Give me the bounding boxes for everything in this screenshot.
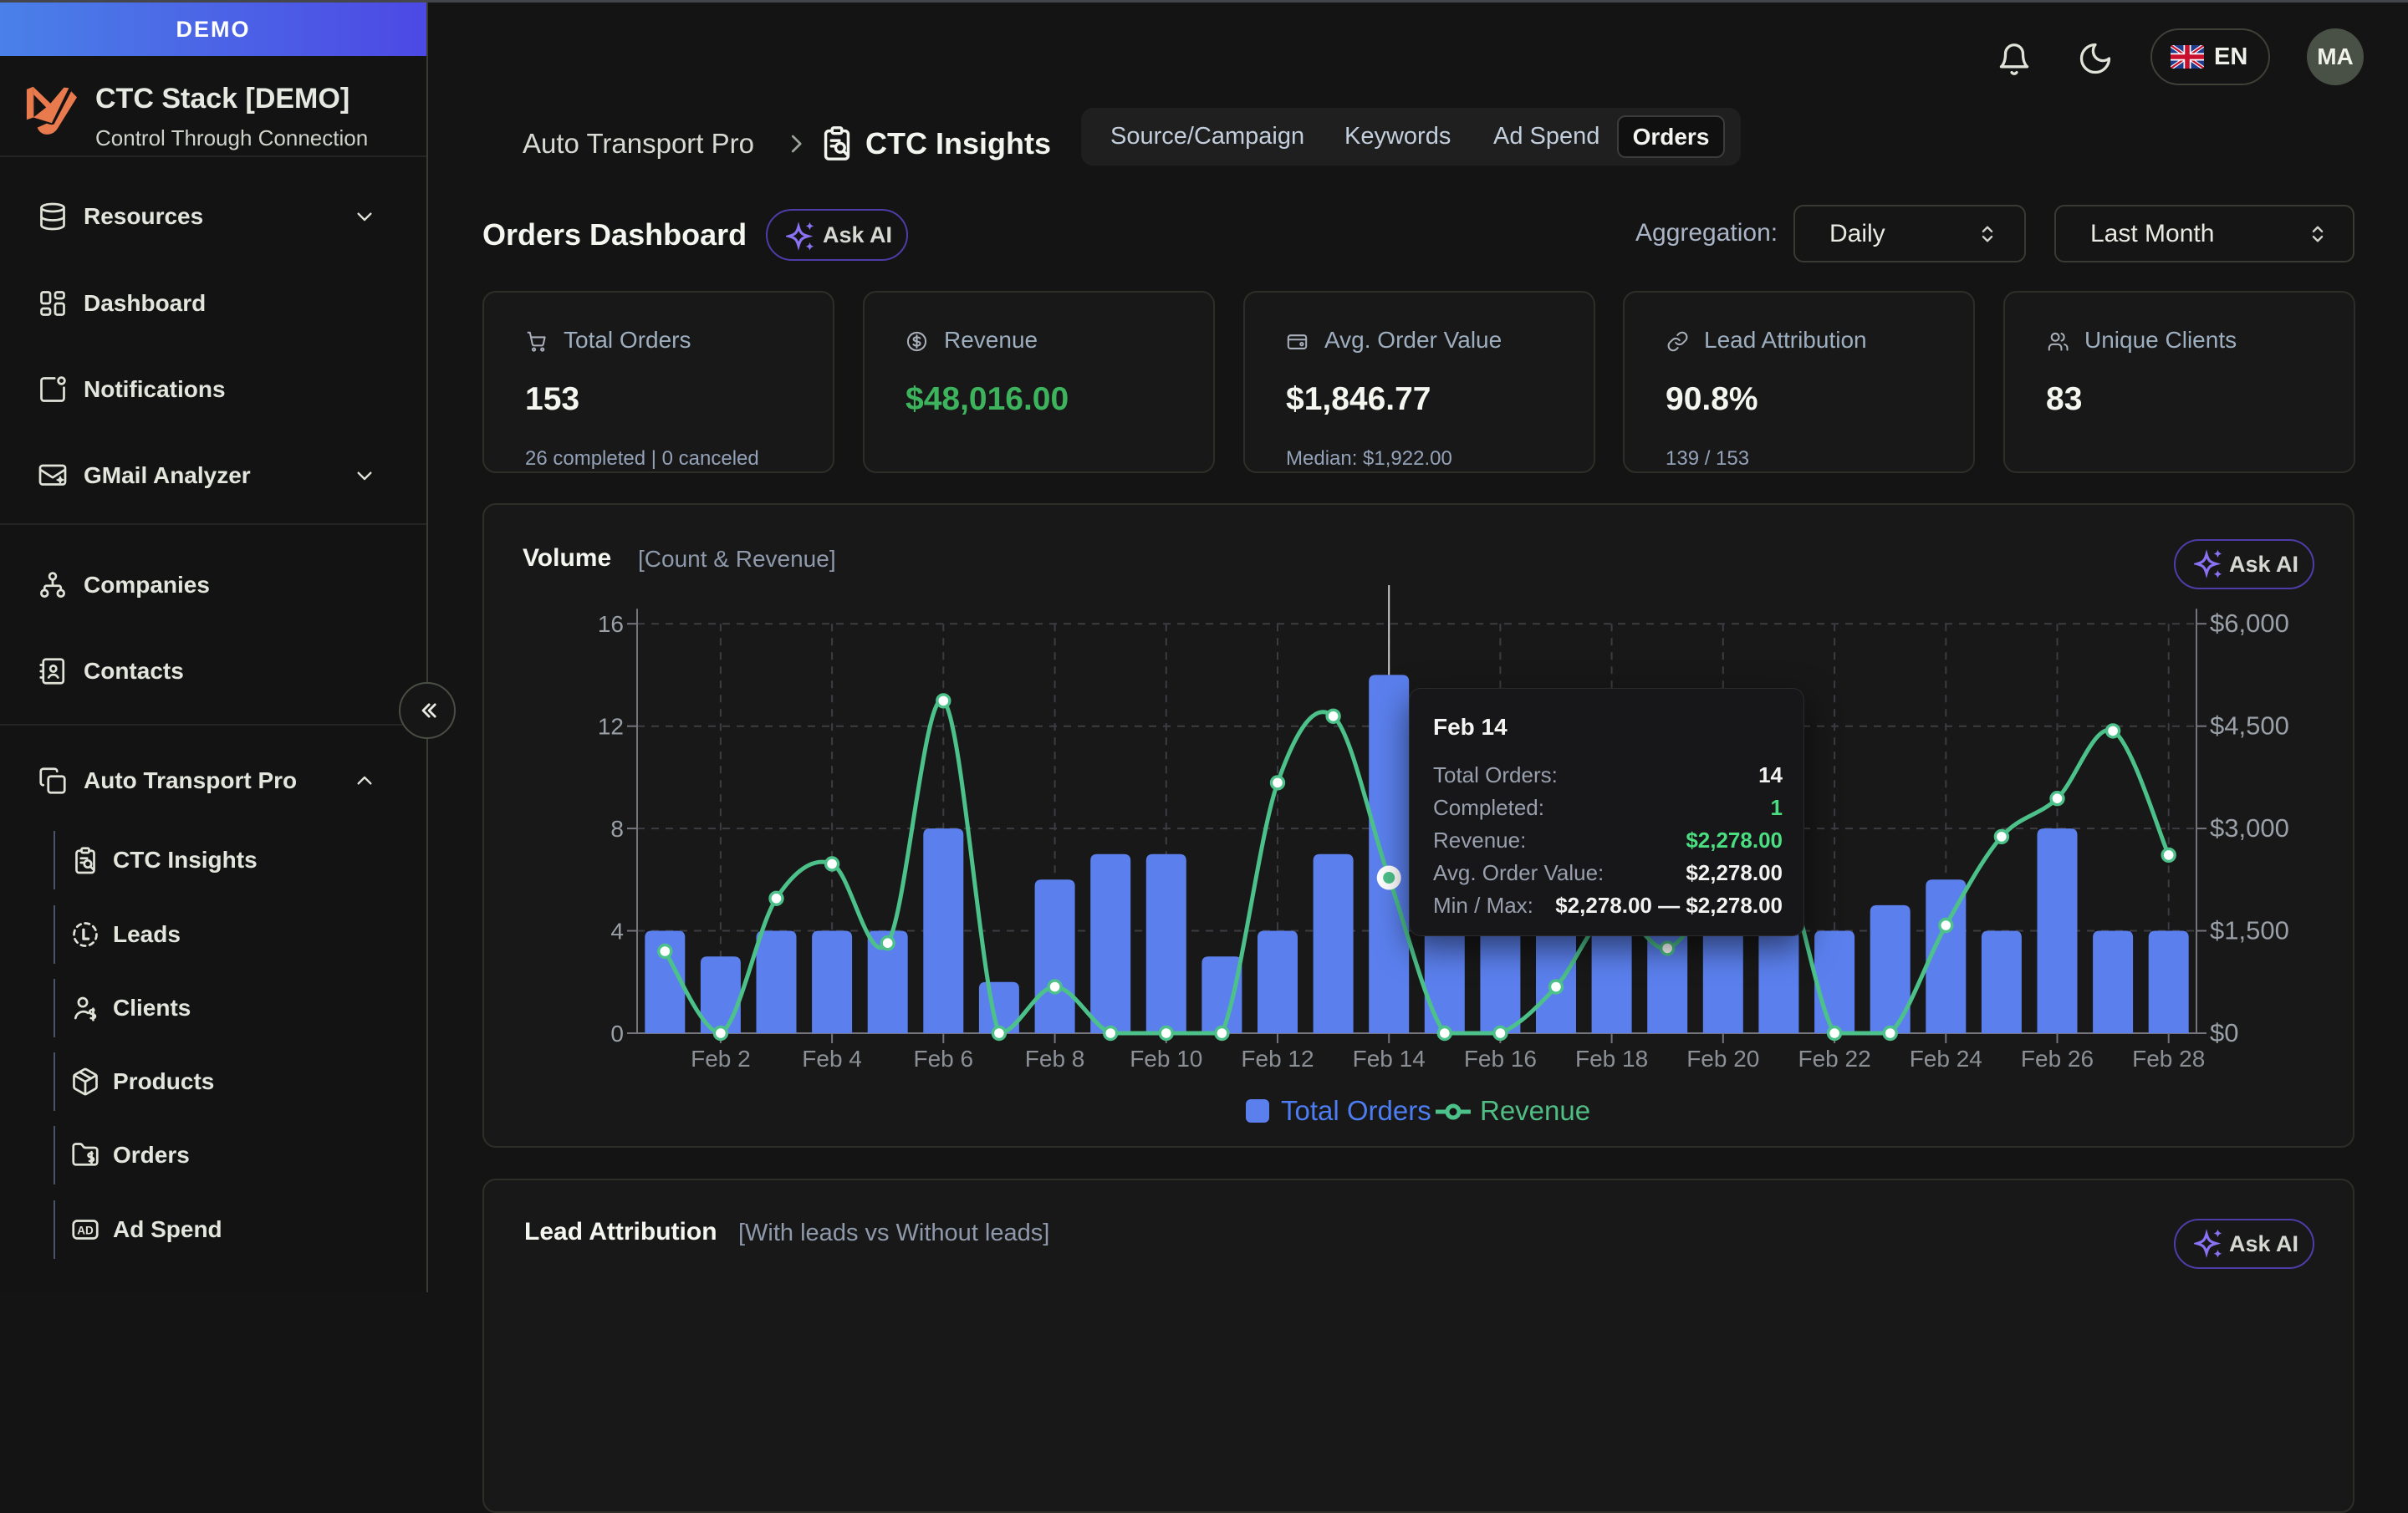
svg-text:Feb 16: Feb 16	[1464, 1046, 1537, 1072]
svg-text:8: 8	[610, 816, 624, 842]
svg-text:0: 0	[610, 1021, 624, 1047]
svg-text:Feb 22: Feb 22	[1798, 1046, 1871, 1072]
svg-text:Feb 20: Feb 20	[1686, 1046, 1759, 1072]
svg-text:12: 12	[598, 714, 624, 740]
svg-text:Feb 8: Feb 8	[1025, 1046, 1085, 1072]
svg-text:$1,500: $1,500	[2210, 916, 2289, 945]
svg-text:Feb 28: Feb 28	[2132, 1046, 2205, 1072]
svg-text:16: 16	[598, 611, 624, 637]
svg-text:AD: AD	[77, 1225, 94, 1237]
svg-text:Feb 24: Feb 24	[1910, 1046, 1982, 1072]
svg-text:Feb 4: Feb 4	[802, 1046, 862, 1072]
svg-text:Feb 6: Feb 6	[913, 1046, 973, 1072]
svg-text:Feb 2: Feb 2	[691, 1046, 751, 1072]
svg-text:$4,500: $4,500	[2210, 711, 2289, 741]
svg-text:$3,000: $3,000	[2210, 813, 2289, 843]
svg-text:Feb 18: Feb 18	[1575, 1046, 1648, 1072]
svg-text:Feb 12: Feb 12	[1241, 1046, 1314, 1072]
svg-text:Feb 10: Feb 10	[1130, 1046, 1202, 1072]
svg-text:4: 4	[610, 919, 624, 945]
svg-text:$0: $0	[2210, 1018, 2238, 1047]
svg-text:$6,000: $6,000	[2210, 609, 2289, 638]
svg-text:Feb 14: Feb 14	[1353, 1046, 1426, 1072]
svg-text:Feb 26: Feb 26	[2021, 1046, 2094, 1072]
